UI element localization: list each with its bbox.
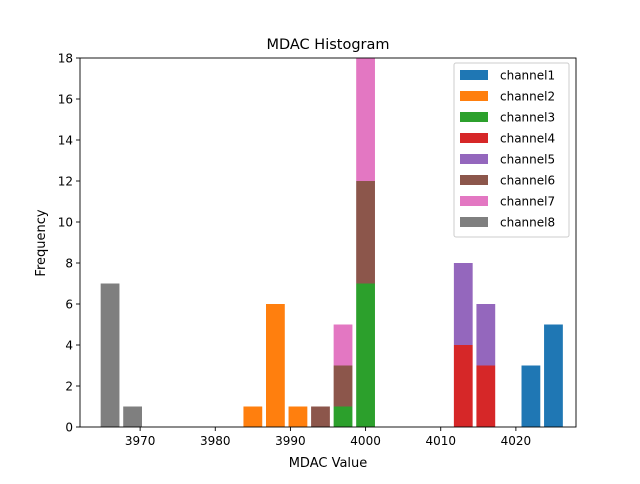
bar-channel2-3985: [243, 406, 263, 427]
bar-channel5-4013: [453, 263, 473, 345]
x-tick-label: 3980: [200, 434, 231, 448]
legend-label-channel7: channel7: [500, 195, 555, 209]
axes-frame: [79, 57, 577, 428]
axes-layer: 3970 3980 3990 4000 4010 4020 0 2 4 6 8 10 12 14 16 18: [58, 51, 577, 448]
legend-label-channel1: channel1: [500, 69, 555, 83]
bar-channel4-4016: [476, 365, 496, 427]
legend-label-channel4: channel4: [500, 132, 555, 146]
bar-channel6-3997: [333, 365, 353, 407]
bar-channel3-4000: [356, 283, 375, 427]
bar-channel6-4000: [356, 181, 375, 284]
y-tick-label: 6: [65, 297, 73, 311]
bar-channel2-3991: [288, 406, 308, 427]
legend-swatch-channel5: [460, 154, 488, 164]
legend-swatch-channel2: [460, 91, 488, 101]
x-tick-label: 3970: [125, 434, 156, 448]
legend-swatch-channel4: [460, 133, 488, 143]
legend-swatch-channel3: [460, 112, 488, 122]
bar-channel8-3966: [100, 283, 120, 427]
legend-box: [453, 62, 570, 238]
legend-label-channel8: channel8: [500, 216, 555, 230]
x-tick-label: 4000: [350, 434, 381, 448]
legend-swatch-channel8: [460, 217, 488, 227]
legend-label-channel5: channel5: [500, 153, 555, 167]
legend-label-channel2: channel2: [500, 90, 555, 104]
y-tick-label: 12: [58, 174, 73, 188]
y-tick-label: 10: [58, 215, 73, 229]
legend-swatch-channel7: [460, 196, 488, 206]
legend: channel1 channel2 channel3 channel4 channel5…: [453, 62, 570, 238]
bar-channel7-3997: [333, 324, 353, 366]
bar-channel4-4013: [453, 345, 473, 427]
x-tick-label: 4020: [501, 434, 532, 448]
bar-channel2-3988: [266, 304, 285, 427]
x-axis-label: MDAC Value: [289, 456, 368, 471]
legend-swatch-channel6: [460, 175, 488, 185]
y-tick-label: 2: [65, 379, 73, 393]
bar-channel6-3994: [311, 406, 330, 427]
bar-channel1-4022: [521, 365, 541, 427]
chart-title: MDAC Histogram: [266, 37, 389, 53]
x-tick-label: 4010: [425, 434, 456, 448]
bar-channel8-3969: [123, 406, 142, 427]
y-axis-label: Frequency: [34, 209, 49, 276]
legend-label-channel3: channel3: [500, 111, 555, 125]
legend-swatch-channel1: [460, 70, 488, 80]
y-tick-label: 0: [65, 420, 73, 434]
y-tick-label: 18: [58, 51, 73, 65]
y-tick-label: 16: [58, 92, 73, 106]
bar-channel7-4000: [356, 58, 375, 181]
x-tick-label: 3990: [275, 434, 306, 448]
bars-layer: [100, 58, 563, 427]
bar-channel1-4025: [544, 324, 563, 427]
y-tick-label: 8: [65, 256, 73, 270]
y-tick-label: 4: [65, 338, 73, 352]
bar-channel3-3997: [333, 406, 353, 427]
legend-label-channel6: channel6: [500, 174, 555, 188]
y-tick-label: 14: [58, 133, 73, 147]
bar-channel5-4016: [476, 304, 496, 366]
